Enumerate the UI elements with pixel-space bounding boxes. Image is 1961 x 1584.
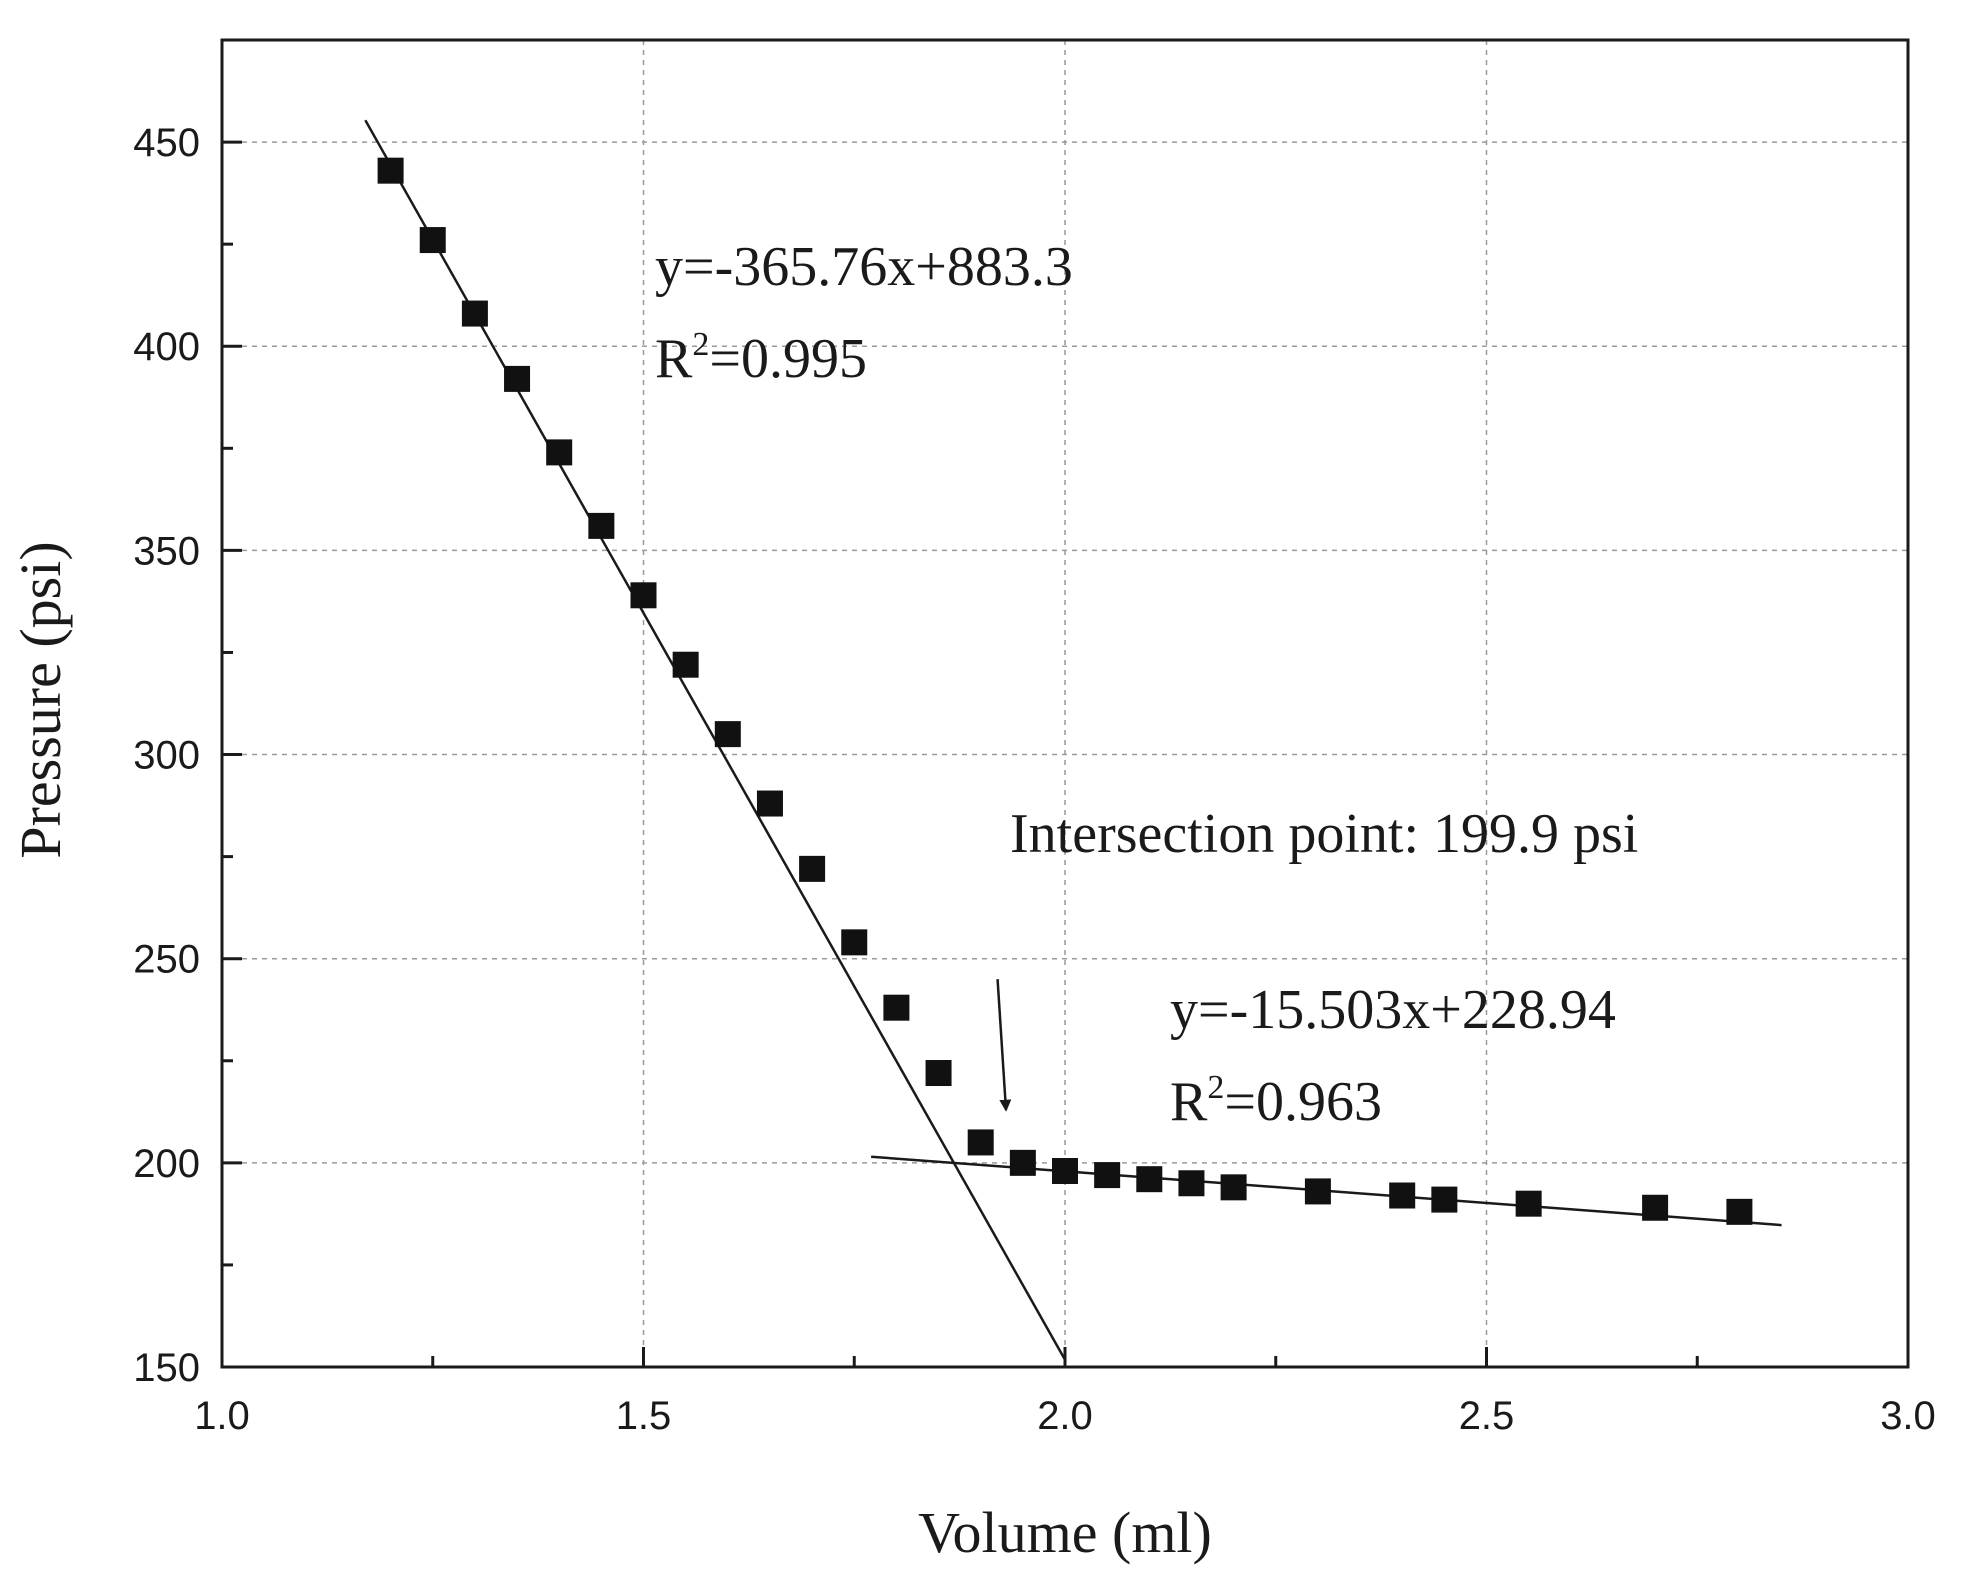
- intersection-arrow: [996, 979, 1012, 1112]
- y-tick-label: 300: [133, 734, 200, 778]
- data-point: [1304, 1178, 1331, 1205]
- x-tick-labels: 1.0 1.5 2.0 2.5 3.0: [194, 1394, 1936, 1438]
- data-point: [419, 227, 446, 254]
- data-point: [1136, 1166, 1163, 1193]
- y-tick-labels: 150 200 250 300 350 400 450: [133, 121, 200, 1390]
- fit2-r-exponent: 2: [1207, 1069, 1224, 1106]
- data-point: [461, 300, 488, 327]
- intersection-label: Intersection point: 199.9 psi: [1010, 803, 1638, 865]
- fit2-r-squared: R2=0.963: [1170, 1069, 1382, 1133]
- axis-ticks: [220, 140, 1910, 1369]
- data-point: [377, 157, 404, 184]
- fit1-r-exponent: 2: [692, 326, 709, 363]
- data-point: [756, 790, 783, 817]
- data-point: [967, 1129, 994, 1156]
- x-tick-label: 3.0: [1880, 1394, 1936, 1438]
- data-point: [672, 651, 699, 678]
- data-point: [799, 855, 826, 882]
- fit1-r-value: =0.995: [709, 328, 867, 390]
- fit2-r-value: =0.963: [1224, 1071, 1382, 1133]
- y-tick-label: 350: [133, 529, 200, 573]
- fit1-r-label: R: [655, 328, 693, 390]
- data-point: [1515, 1190, 1542, 1217]
- x-tick-label: 1.5: [616, 1394, 672, 1438]
- data-point: [546, 439, 573, 466]
- y-axis-title: Pressure (psi): [8, 541, 73, 858]
- x-tick-label: 2.0: [1037, 1394, 1093, 1438]
- data-point: [925, 1060, 952, 1087]
- data-point: [1431, 1186, 1458, 1213]
- data-points: [377, 157, 1753, 1225]
- data-point: [504, 365, 531, 392]
- data-point: [883, 994, 910, 1021]
- y-tick-label: 150: [133, 1346, 200, 1390]
- fit1-r-squared: R2=0.995: [655, 326, 867, 390]
- data-point: [714, 721, 741, 748]
- y-tick-label: 450: [133, 121, 200, 165]
- y-tick-label: 200: [133, 1142, 200, 1186]
- data-point: [1220, 1174, 1247, 1201]
- data-point: [630, 582, 657, 609]
- fit2-r-label: R: [1170, 1071, 1208, 1133]
- data-point: [1052, 1158, 1078, 1185]
- x-tick-label: 1.0: [194, 1394, 250, 1438]
- x-axis-title: Volume (ml): [918, 1500, 1212, 1565]
- x-tick-label: 2.5: [1459, 1394, 1515, 1438]
- data-point: [588, 512, 615, 539]
- y-tick-label: 250: [133, 938, 200, 982]
- fit1-equation: y=-365.76x+883.3: [655, 236, 1073, 298]
- fit2-equation: y=-15.503x+228.94: [1170, 979, 1616, 1041]
- data-point: [1726, 1198, 1753, 1225]
- data-point: [1642, 1194, 1669, 1221]
- data-point: [1094, 1162, 1121, 1189]
- data-point: [1389, 1182, 1416, 1209]
- data-point: [1009, 1149, 1036, 1176]
- y-tick-label: 400: [133, 325, 200, 369]
- data-point: [841, 929, 868, 956]
- data-point: [1178, 1170, 1205, 1197]
